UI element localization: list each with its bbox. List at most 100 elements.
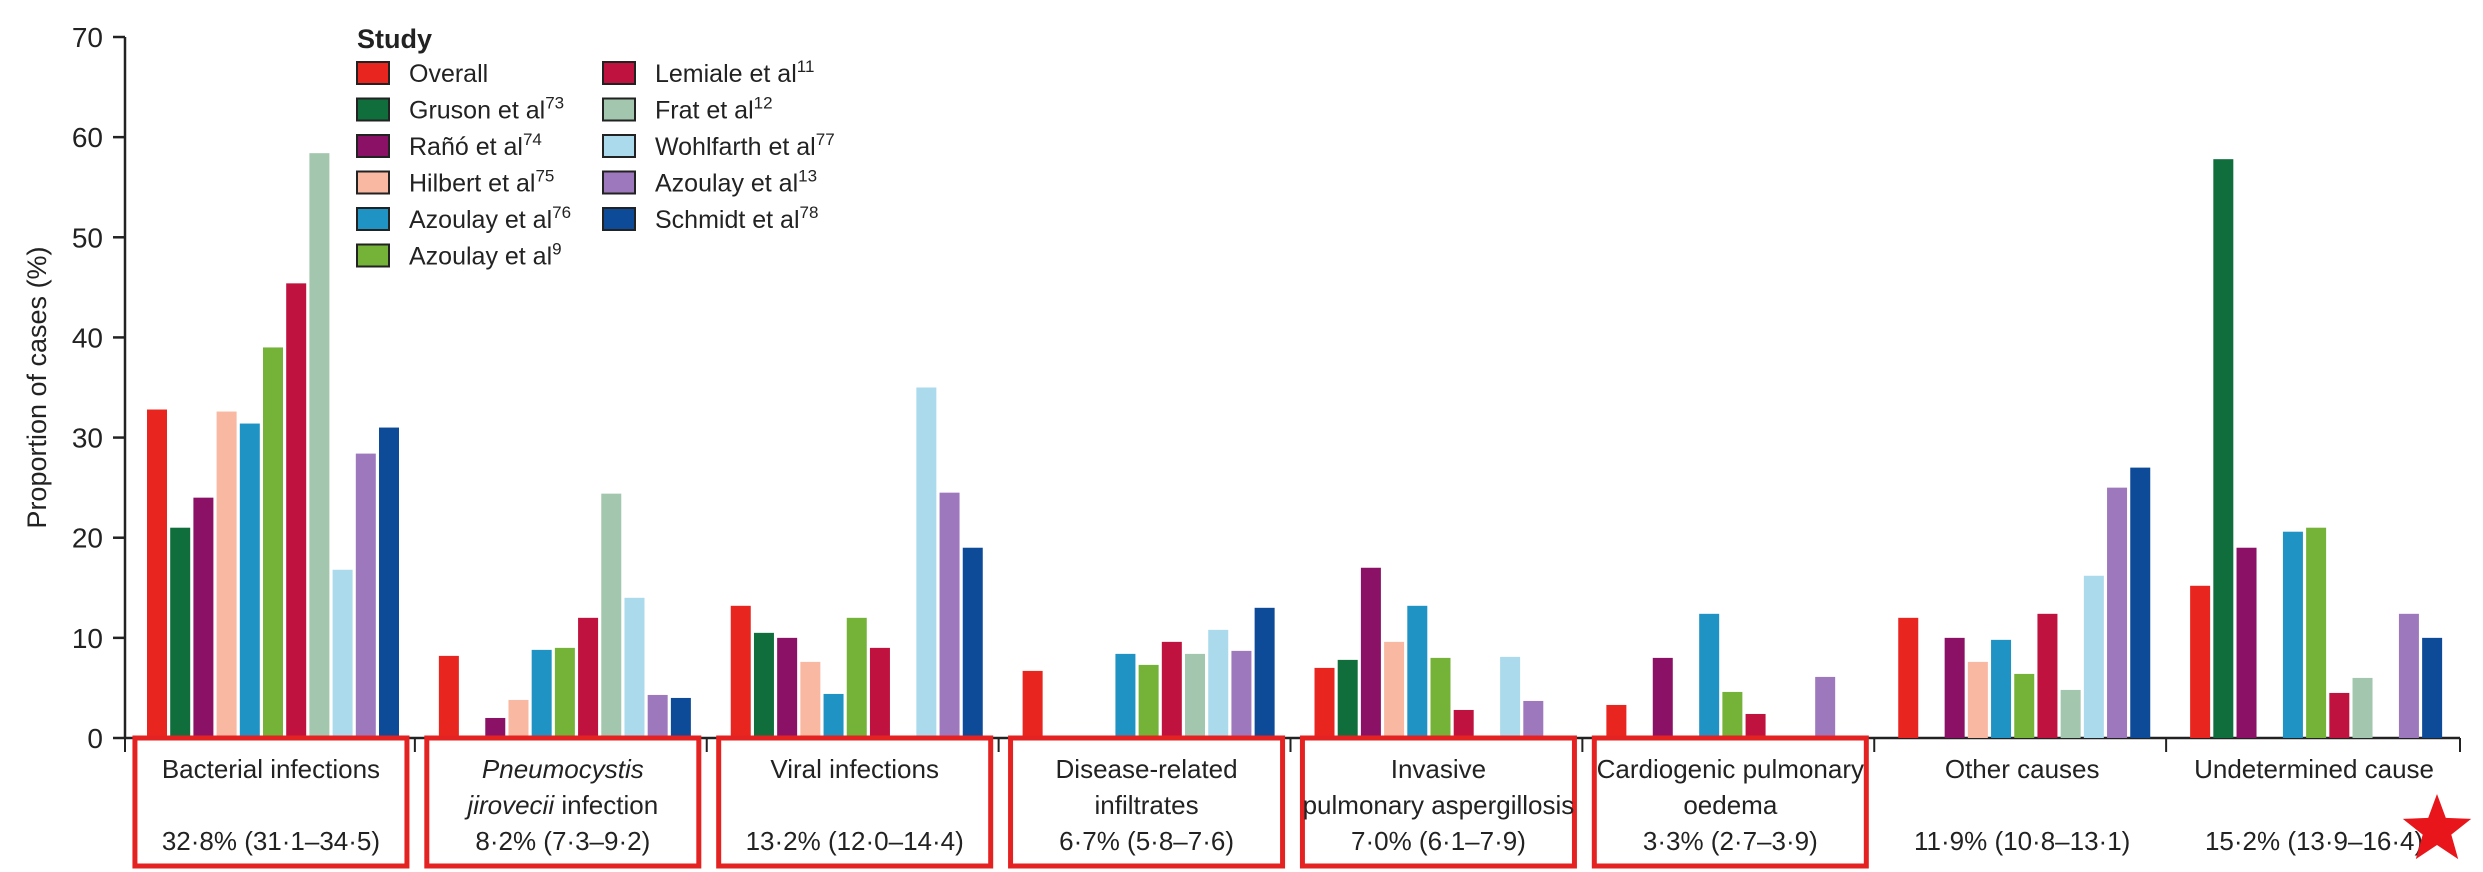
category-label: pulmonary aspergillosis bbox=[1303, 790, 1575, 820]
legend-title: Study bbox=[357, 24, 432, 54]
bar bbox=[554, 647, 575, 738]
category-summary: 32·8% (31·1–34·5) bbox=[162, 826, 380, 856]
bar bbox=[1500, 656, 1521, 738]
bar bbox=[309, 153, 330, 738]
bar bbox=[823, 693, 844, 738]
legend-swatch bbox=[356, 97, 390, 122]
y-tick-label: 40 bbox=[72, 322, 103, 353]
bar bbox=[670, 697, 691, 738]
category-label: Undetermined cause bbox=[2194, 754, 2434, 784]
bar bbox=[1115, 653, 1136, 738]
bar bbox=[2236, 547, 2257, 738]
y-tick-label: 50 bbox=[72, 222, 103, 253]
category-label: infiltrates bbox=[1095, 790, 1199, 820]
legend-swatch bbox=[356, 61, 390, 85]
bar bbox=[531, 649, 552, 738]
legend-label: Schmidt et al78 bbox=[655, 203, 818, 234]
legend-label: Wohlfarth et al77 bbox=[655, 130, 835, 161]
bar bbox=[800, 661, 821, 738]
category-summary: 8·2% (7·3–9·2) bbox=[475, 826, 650, 856]
bar bbox=[1185, 653, 1206, 738]
bar bbox=[624, 597, 645, 738]
bar bbox=[355, 453, 376, 738]
bar bbox=[2014, 673, 2035, 738]
legend-label: Azoulay et al76 bbox=[409, 203, 571, 234]
bar bbox=[2282, 531, 2303, 738]
legend-swatch bbox=[602, 207, 636, 231]
highlight-box bbox=[1008, 735, 1286, 869]
bar bbox=[508, 699, 529, 738]
bar bbox=[1208, 629, 1229, 738]
star-icon-layer bbox=[2402, 794, 2472, 860]
legend: Study Overall Gruson et al73 Rañó et al74 Hi… bbox=[356, 24, 835, 271]
category-label: Pneumocystis bbox=[482, 754, 644, 784]
bar bbox=[647, 694, 668, 738]
category-label: Other causes bbox=[1945, 754, 2100, 784]
bar bbox=[2306, 527, 2327, 738]
bar bbox=[1944, 637, 1965, 738]
legend-label: Azoulay et al9 bbox=[409, 240, 562, 271]
legend-label: Hilbert et al75 bbox=[409, 167, 554, 198]
bar bbox=[332, 569, 353, 738]
bar bbox=[1337, 659, 1358, 738]
bar bbox=[1407, 605, 1428, 738]
legend-swatch bbox=[602, 134, 636, 158]
bar bbox=[1722, 691, 1743, 738]
bar bbox=[1161, 641, 1182, 738]
category-summary: 7·0% (6·1–7·9) bbox=[1351, 826, 1526, 856]
y-tick-label: 10 bbox=[72, 623, 103, 654]
bar bbox=[170, 527, 191, 738]
highlight-box bbox=[716, 735, 994, 869]
category-label: Invasive bbox=[1391, 754, 1486, 784]
bar bbox=[730, 605, 751, 738]
bar bbox=[777, 637, 798, 738]
category-summary: 6·7% (5·8–7·6) bbox=[1059, 826, 1234, 856]
bar bbox=[962, 547, 983, 738]
bar bbox=[2422, 637, 2443, 738]
bars-layer bbox=[147, 153, 2443, 738]
category-label: Disease-related bbox=[1056, 754, 1238, 784]
bar bbox=[2037, 613, 2058, 738]
bar bbox=[1815, 676, 1836, 738]
category-summary: 11·9% (10·8–13·1) bbox=[1914, 826, 2130, 856]
bar bbox=[916, 387, 937, 738]
bar bbox=[1453, 709, 1474, 738]
bar bbox=[846, 617, 867, 738]
legend-swatch bbox=[602, 61, 636, 85]
bar bbox=[239, 423, 260, 738]
highlight-box bbox=[1591, 735, 1869, 869]
bar bbox=[147, 409, 167, 738]
y-tick-label: 30 bbox=[72, 423, 103, 454]
highlight-box bbox=[1299, 735, 1577, 869]
star-icon bbox=[2402, 794, 2472, 860]
category-label: oedema bbox=[1683, 790, 1777, 820]
bar bbox=[753, 632, 774, 738]
legend-swatch bbox=[356, 207, 390, 231]
category-label: Cardiogenic pulmonary bbox=[1597, 754, 1864, 784]
bar bbox=[286, 283, 307, 738]
bar bbox=[1254, 607, 1275, 738]
category-labels-layer: Bacterial infections 32·8% (31·1–34·5) Pne… bbox=[162, 754, 2434, 856]
bar bbox=[2130, 467, 2151, 738]
y-tick-label: 0 bbox=[87, 723, 103, 754]
bar bbox=[601, 493, 622, 738]
bar bbox=[2060, 689, 2081, 738]
bar bbox=[1745, 713, 1766, 738]
category-summary: 13·2% (12·0–14·4) bbox=[746, 826, 964, 856]
highlight-box bbox=[132, 735, 410, 869]
legend-label: Frat et al12 bbox=[655, 94, 773, 125]
bar bbox=[263, 347, 283, 738]
legend-label: Gruson et al73 bbox=[409, 94, 564, 125]
category-label: jirovecii infection bbox=[464, 790, 658, 820]
bar bbox=[1967, 661, 1988, 738]
legend-swatch bbox=[602, 170, 636, 195]
bar bbox=[1138, 664, 1159, 738]
bar bbox=[1384, 641, 1405, 738]
bar bbox=[1991, 639, 2012, 738]
y-tick-label: 20 bbox=[72, 523, 103, 554]
bar bbox=[1652, 657, 1673, 738]
bar bbox=[1523, 700, 1544, 738]
bar bbox=[438, 655, 459, 738]
legend-swatch bbox=[602, 97, 636, 122]
